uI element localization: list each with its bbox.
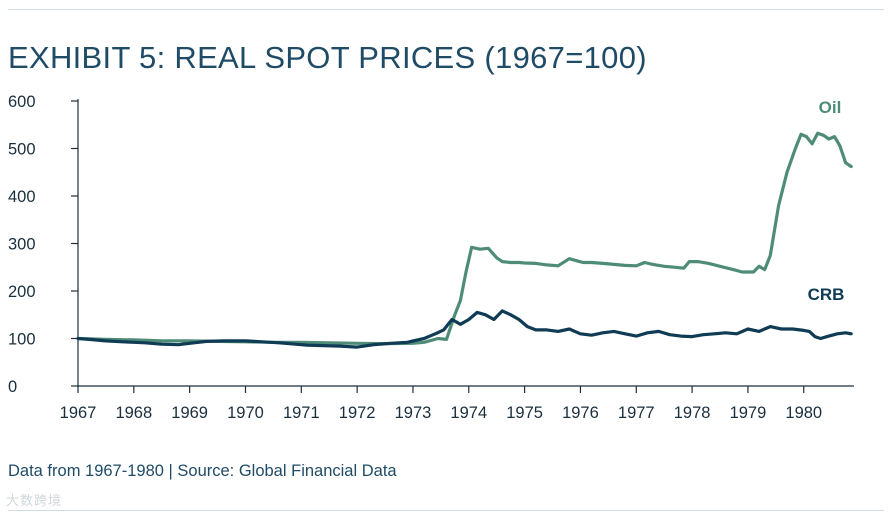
y-tick-label: 600 xyxy=(8,93,36,111)
series-labels: Oil CRB xyxy=(808,98,845,304)
series-label-oil: Oil xyxy=(819,98,842,117)
x-tick-label: 1978 xyxy=(674,404,711,422)
bottom-rule xyxy=(8,510,884,511)
x-tick-label: 1972 xyxy=(339,404,376,422)
chart-title: EXHIBIT 5: REAL SPOT PRICES (1967=100) xyxy=(8,40,647,75)
x-tick-label: 1969 xyxy=(171,404,208,422)
series-label-crb: CRB xyxy=(808,285,845,304)
y-tick-label: 200 xyxy=(8,283,36,301)
x-tick-label: 1967 xyxy=(60,404,97,422)
x-tick-label: 1979 xyxy=(730,404,767,422)
source-note: Data from 1967-1980 | Source: Global Fin… xyxy=(8,462,397,480)
x-tick-label: 1977 xyxy=(618,404,655,422)
x-tick-label: 1973 xyxy=(395,404,432,422)
series-lines xyxy=(76,131,853,349)
x-tick-label: 1974 xyxy=(450,404,487,422)
x-tick-label: 1976 xyxy=(562,404,599,422)
series-line-crb xyxy=(76,309,853,349)
y-tick-label: 0 xyxy=(8,378,17,396)
top-rule xyxy=(8,9,884,10)
x-tick-label: 1970 xyxy=(227,404,264,422)
series-line-oil xyxy=(76,131,853,346)
y-tick-label: 400 xyxy=(8,188,36,206)
x-tick-label: 1975 xyxy=(506,404,543,422)
x-tick-label: 1971 xyxy=(283,404,320,422)
x-tick-label: 1980 xyxy=(785,404,822,422)
y-tick-label: 100 xyxy=(8,331,36,349)
x-tick-label: 1968 xyxy=(115,404,152,422)
y-tick-label: 500 xyxy=(8,141,36,159)
x-axis: 1967 1968 1969 1970 1971 1972 1973 1974 1975 1976… xyxy=(60,385,854,422)
watermark: 大数跨境 xyxy=(6,493,63,508)
y-axis: 0 100 200 300 400 500 600 xyxy=(8,93,79,396)
y-tick-label: 300 xyxy=(8,236,36,254)
